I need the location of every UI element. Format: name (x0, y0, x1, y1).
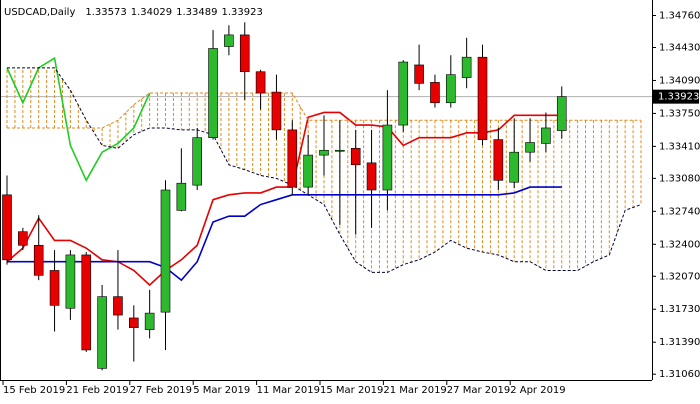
candle-body (65, 254, 76, 309)
candle-body (430, 82, 440, 104)
candles (2, 22, 567, 371)
candle-body (319, 149, 329, 156)
candle-body (97, 296, 107, 369)
chart-title: USDCAD,Daily (4, 7, 75, 18)
x-tick-label: 21 Mar 2019 (383, 385, 446, 396)
candle-body (192, 137, 202, 186)
indicator-line (7, 92, 641, 129)
candle-body (398, 61, 409, 126)
header-close: 1.33923 (221, 7, 262, 18)
candle-body (49, 270, 60, 306)
header-open: 1.33573 (85, 7, 126, 18)
candle-body (81, 254, 92, 351)
candle-body (113, 296, 123, 316)
candle-body (382, 124, 393, 191)
candle-body (2, 194, 12, 261)
candle-body (445, 74, 456, 104)
y-tick-label: 1.34090 (659, 75, 700, 86)
x-tick-label: 11 Mar 2019 (257, 385, 320, 396)
y-tick-label: 1.34760 (659, 11, 700, 22)
y-tick-label: 1.34430 (659, 43, 700, 54)
indicator-line (7, 67, 642, 273)
current-price-box (653, 89, 699, 104)
candle-body (239, 34, 250, 73)
y-tick-label: 1.31730 (659, 304, 700, 315)
y-tick-label: 1.33080 (659, 173, 700, 184)
candle-body (287, 129, 298, 188)
y-tick-label: 1.31390 (659, 337, 700, 348)
x-tick-label: 27 Feb 2019 (130, 385, 192, 396)
candle-body (525, 142, 535, 153)
y-tick-label: 1.33750 (659, 108, 700, 119)
y-tick-label: 1.32070 (659, 271, 700, 282)
header-high: 1.34029 (131, 7, 172, 18)
indicator-lines (6, 56, 642, 287)
indicator-line (7, 186, 562, 282)
candle-body (144, 312, 155, 330)
candle-body (556, 96, 567, 131)
candle-body (335, 149, 345, 152)
indicator-line (6, 111, 562, 287)
current-price-label: 1.33923 (658, 92, 699, 103)
x-tick-label: 15 Mar 2019 (320, 385, 383, 396)
candle-body (350, 148, 361, 166)
y-tick-label: 1.32400 (659, 239, 700, 250)
candle-body (271, 91, 282, 131)
candle-body (224, 34, 234, 47)
y-tick-label: 1.32740 (659, 206, 700, 217)
candle-body (176, 182, 187, 211)
candle-body (160, 189, 171, 313)
x-tick-label: 15 Feb 2019 (3, 385, 65, 396)
x-tick-label: 5 Mar 2019 (193, 385, 250, 396)
x-tick-label: 21 Feb 2019 (66, 385, 128, 396)
candle-body (33, 244, 44, 276)
candle-body (366, 162, 377, 191)
candle-body (461, 56, 472, 78)
candle-body (303, 154, 313, 188)
candle-body (414, 64, 424, 84)
x-tick-label: 2 Apr 2019 (510, 385, 565, 396)
y-tick-label: 1.31060 (659, 369, 700, 380)
candle-body (255, 71, 266, 94)
chart-header: USDCAD,Daily 1.33573 1.34029 1.33489 1.33923 (4, 7, 263, 18)
candle-body (129, 317, 139, 328)
indicator-line (6, 56, 151, 183)
candle-body (493, 139, 504, 181)
candle-body (208, 48, 218, 138)
candle-body (509, 151, 520, 183)
x-tick-label: 27 Mar 2019 (447, 385, 510, 396)
header-low: 1.33489 (176, 7, 217, 18)
y-tick-label: 1.33410 (659, 141, 700, 152)
candle-body (477, 56, 488, 140)
candle-body (18, 231, 28, 246)
candle-body (541, 127, 551, 144)
